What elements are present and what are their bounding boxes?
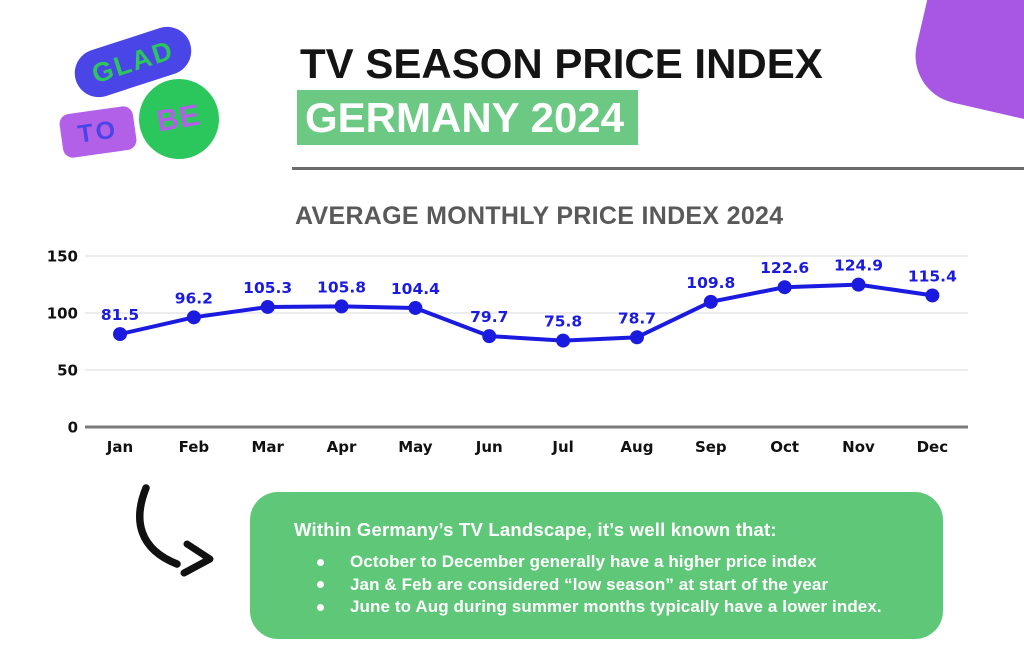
x-tick-label: Aug [620,438,653,456]
value-label: 79.7 [470,308,508,326]
x-tick-label: Sep [695,438,727,456]
data-point [260,299,275,314]
logo-to-text: TO [76,114,120,149]
curved-arrow-icon [136,484,214,577]
data-point [629,330,644,345]
x-tick-label: Feb [179,438,210,456]
y-tick-label: 100 [47,305,78,323]
arrow-stem [136,484,181,568]
bullet-text: October to December generally have a hig… [350,552,817,571]
x-tick-label: Oct [770,438,799,456]
value-label: 124.9 [834,257,883,275]
page-title: TV SEASON PRICE INDEX [300,40,823,87]
y-tick-label: 150 [47,248,78,266]
value-label: 105.8 [317,278,366,296]
value-label: 109.8 [686,274,735,292]
x-tick-label: Jul [551,438,573,456]
price-index-line [118,282,935,343]
data-point [113,327,127,342]
value-label: 105.3 [243,279,292,297]
x-tick-label: Jan [106,438,133,456]
x-tick-label: Mar [251,438,284,456]
data-point [703,294,718,309]
logo-be-text: BE [154,98,204,139]
x-tick-label: Apr [327,438,357,456]
insights-heading: Within Germany’s TV Landscape, it’s well… [294,519,777,540]
data-point [851,277,866,292]
x-tick-label: May [398,438,433,456]
value-label: 96.2 [175,289,213,307]
bullet-dot-icon [317,558,324,566]
data-point [777,280,792,295]
x-tick-label: Nov [842,438,875,456]
bullet-dot-icon [317,603,324,611]
glad-to-be-logo: GLAD TO BE [0,0,240,180]
insight-bullet: June to Aug during summer months typical… [294,596,905,619]
chart-title: AVERAGE MONTHLY PRICE INDEX 2024 [295,202,784,230]
title-divider [292,167,1024,170]
value-label: 78.7 [618,309,656,327]
page-subtitle-highlight: GERMANY 2024 [297,90,639,145]
data-point [334,299,349,314]
bullet-dot-icon [317,581,324,589]
y-tick-label: 50 [57,362,78,380]
y-tick-label: 0 [68,419,78,437]
insights-panel: Within Germany’s TV Landscape, it’s well… [250,492,943,639]
value-label: 81.5 [101,306,139,324]
value-label: 104.4 [391,280,440,298]
price-index-line-chart: 0 50 100 150 81.5 Jan 96.2 Feb 105.3 Mar 105.8 Apr 1… [47,248,968,456]
bullet-text: June to Aug during summer months typical… [350,597,882,616]
x-tick-label: Dec [917,438,949,456]
data-point [556,333,571,348]
data-point [482,329,497,344]
data-point [925,288,940,303]
x-tick-label: Jun [475,438,503,456]
data-point [408,300,423,315]
logo-to-badge: TO [58,105,138,159]
value-label: 75.8 [544,313,582,331]
data-point [186,310,201,325]
logo-be-badge: BE [139,79,219,159]
bullet-text: Jan & Feb are considered “low season” at… [350,574,829,594]
arrow-head [180,540,214,577]
insight-bullet: Jan & Feb are considered “low season” at… [294,574,905,597]
value-label: 115.4 [908,267,957,285]
insights-list: October to December generally have a hig… [294,551,905,619]
insight-bullet: October to December generally have a hig… [294,551,905,574]
value-label: 122.6 [760,259,809,277]
purple-blob-decoration [905,0,1024,125]
